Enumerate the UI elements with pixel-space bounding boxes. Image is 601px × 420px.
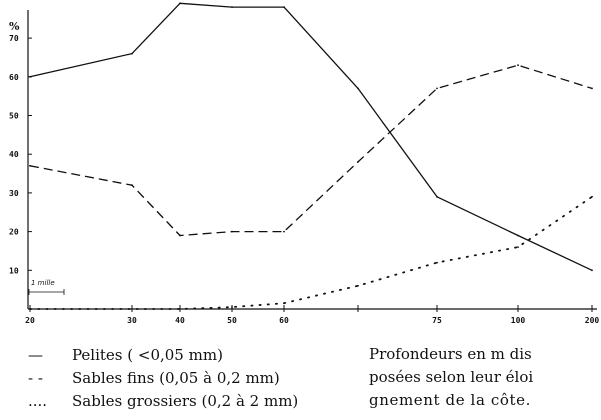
- data-point-solid: [283, 6, 285, 8]
- y-tick-label: 60: [9, 73, 19, 82]
- data-point-solid: [131, 52, 133, 55]
- data-point-dashed: [517, 64, 519, 67]
- data-point-dotted: [591, 195, 593, 198]
- legend-item-sables-grossiers: .... Sables grossiers (0,2 à 2 mm): [28, 389, 298, 412]
- x-axis-ticks: 20 30 40 50 60 75 100 200: [25, 305, 599, 325]
- data-point-dotted: [29, 308, 31, 310]
- data-point-dashed: [436, 87, 438, 90]
- y-tick-label: 50: [9, 112, 19, 121]
- data-point-solid: [29, 75, 31, 78]
- legend-item-sables-fins: - - Sables fins (0,05 à 0,2 mm): [28, 366, 298, 389]
- x-tick-label: 40: [175, 316, 185, 325]
- data-point-dashed: [591, 87, 593, 90]
- x-tick-label: 60: [279, 316, 289, 325]
- legend-item-pelites: — Pelites ( <0,05 mm): [28, 343, 298, 366]
- mile-scale-bar: 1 mille: [28, 279, 65, 295]
- x-tick-label: 200: [585, 316, 600, 325]
- x-tick-label: 75: [432, 316, 442, 325]
- line-chart: % 10 20 30 40 50 60 70 20 30 40 50 60 75 100 200 1 mi…: [9, 2, 599, 325]
- x-tick-label: 30: [127, 316, 137, 325]
- note-line-2: posées selon leur éloi: [369, 368, 534, 386]
- x-tick-label: 20: [25, 316, 35, 325]
- data-point-solid: [436, 195, 438, 198]
- series-line-solid: [29, 2, 593, 271]
- data-point-dotted: [131, 308, 133, 310]
- legend-label-pelites: Pelites ( <0,05 mm): [72, 345, 223, 364]
- y-axis-unit-label: %: [9, 20, 20, 33]
- legend: — Pelites ( <0,05 mm) - - Sables fins (0…: [28, 343, 298, 412]
- series-layer: [29, 2, 593, 310]
- data-point-dashed: [131, 184, 133, 187]
- series-line-dashed: [29, 64, 593, 237]
- y-tick-label: 40: [9, 150, 19, 159]
- data-point-solid: [591, 269, 593, 272]
- dashed-line-symbol: - -: [28, 368, 43, 387]
- data-point-solid: [231, 6, 233, 8]
- data-point-dotted: [357, 284, 359, 287]
- y-axis-ticks: 10 20 30 40 50 60 70: [9, 34, 32, 275]
- data-point-dotted: [436, 261, 438, 264]
- data-point-dotted: [283, 302, 285, 305]
- data-point-dashed: [29, 164, 31, 167]
- x-tick-label: 50: [227, 316, 237, 325]
- series-line-dotted: [29, 195, 593, 310]
- data-point-dotted: [231, 306, 233, 308]
- x-tick-label: 100: [511, 316, 526, 325]
- mile-scale-label: 1 mille: [31, 279, 55, 287]
- note-line-1: Profondeurs en m dis: [369, 345, 532, 363]
- data-point-dotted: [517, 246, 519, 249]
- legend-label-sables-grossiers: Sables grossiers (0,2 à 2 mm): [72, 391, 299, 410]
- y-tick-label: 30: [9, 189, 19, 198]
- data-point-dashed: [179, 234, 181, 237]
- y-tick-label: 20: [9, 228, 19, 237]
- data-point-dashed: [231, 230, 233, 233]
- data-point-solid: [357, 87, 359, 90]
- data-point-solid: [517, 234, 519, 237]
- data-point-dotted: [179, 308, 181, 310]
- dotted-line-symbol: ....: [28, 391, 48, 410]
- y-tick-label: 70: [9, 34, 19, 43]
- data-point-dashed: [283, 230, 285, 233]
- y-tick-label: 10: [9, 266, 19, 275]
- note-line-3: gnement de la côte.: [369, 391, 531, 409]
- data-point-dashed: [357, 161, 359, 163]
- legend-label-sables-fins: Sables fins (0,05 à 0,2 mm): [72, 368, 280, 387]
- depth-note: Profondeurs en m dis posées selon leur é…: [369, 343, 601, 412]
- solid-line-symbol: —: [28, 345, 43, 364]
- data-point-solid: [179, 2, 181, 5]
